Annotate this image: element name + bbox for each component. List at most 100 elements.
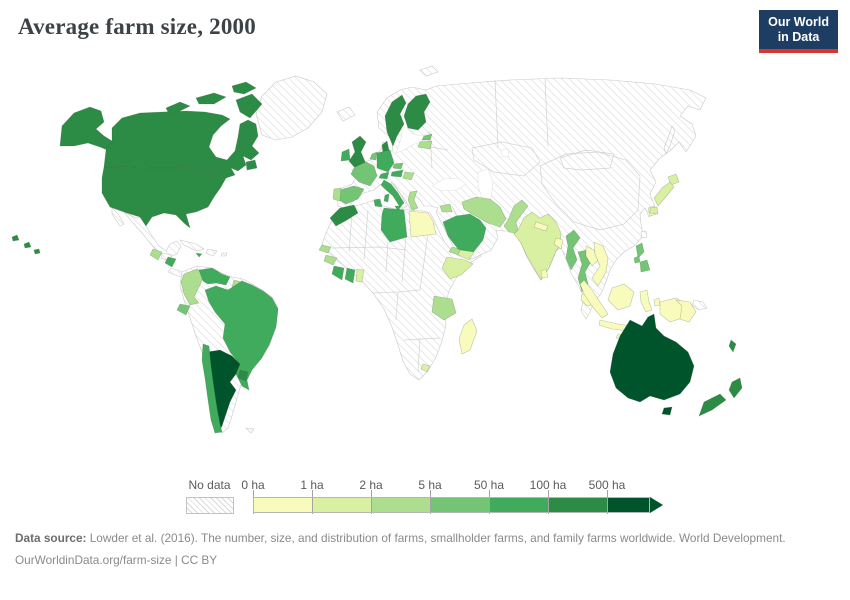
region-new-britain[interactable] — [691, 299, 708, 311]
country-usa[interactable] — [101, 166, 227, 229]
country-egypt[interactable] — [408, 210, 437, 238]
country-chile[interactable] — [201, 343, 223, 434]
legend-segment-100-500[interactable] — [548, 497, 607, 513]
country-sweden[interactable] — [384, 94, 407, 147]
country-syria[interactable] — [439, 203, 453, 213]
country-estonia[interactable] — [421, 133, 433, 141]
country-australia[interactable] — [609, 313, 695, 403]
country-hawaii-1[interactable] — [11, 234, 20, 242]
country-newfoundland[interactable] — [245, 159, 258, 171]
region-mexico[interactable] — [123, 211, 182, 259]
country-sumatra[interactable] — [579, 279, 609, 319]
country-bangladesh[interactable] — [553, 237, 564, 250]
country-libya[interactable] — [380, 207, 408, 243]
country-morocco[interactable] — [329, 204, 359, 227]
legend-no-data-swatch[interactable] — [186, 497, 234, 514]
owid-logo[interactable]: Our World in Data — [759, 10, 838, 53]
country-new-caledonia[interactable] — [728, 339, 737, 353]
country-pakistan[interactable] — [503, 199, 529, 235]
country-netherlands[interactable] — [369, 151, 378, 161]
country-cote-divoire[interactable] — [331, 265, 345, 281]
country-baltic-states[interactable] — [417, 140, 433, 150]
country-myanmar[interactable] — [565, 229, 581, 271]
country-lesotho[interactable] — [420, 363, 431, 373]
country-austria[interactable] — [390, 169, 404, 178]
country-czechia[interactable] — [392, 162, 404, 170]
country-sulawesi[interactable] — [639, 289, 653, 313]
region-puerto-rico[interactable] — [220, 252, 228, 257]
country-nz-south-island[interactable] — [698, 393, 727, 417]
country-india[interactable] — [513, 211, 562, 281]
country-laos[interactable] — [585, 245, 599, 267]
country-greece[interactable] — [407, 190, 419, 211]
country-brazil[interactable] — [204, 280, 279, 391]
country-hawaii-2[interactable] — [23, 241, 32, 249]
country-yemen[interactable] — [457, 249, 475, 261]
country-maluku[interactable] — [653, 297, 661, 307]
country-finland[interactable] — [403, 93, 431, 131]
country-jamaica[interactable] — [195, 252, 203, 258]
country-papua-new-guinea[interactable] — [675, 299, 697, 323]
country-switzerland[interactable] — [378, 171, 390, 180]
legend-segment-50-100[interactable] — [489, 497, 548, 513]
legend-segment-2-5[interactable] — [371, 497, 430, 513]
country-tasmania[interactable] — [661, 406, 673, 416]
country-togo-benin[interactable] — [355, 268, 365, 283]
country-ireland[interactable] — [340, 148, 351, 162]
country-ethiopia[interactable] — [441, 256, 474, 280]
country-ecuador[interactable] — [176, 303, 191, 316]
country-nepal[interactable] — [533, 221, 549, 232]
country-hawaii-3[interactable] — [33, 248, 41, 255]
region-hispaniola[interactable] — [205, 248, 218, 257]
country-alaska[interactable] — [59, 106, 113, 153]
country-sri-lanka[interactable] — [540, 268, 549, 279]
country-denmark[interactable] — [381, 140, 390, 154]
country-baffin-island[interactable] — [235, 93, 263, 119]
country-canada[interactable] — [103, 110, 260, 179]
country-tanzania[interactable] — [431, 295, 457, 321]
country-canada-arctic-1[interactable] — [165, 101, 191, 113]
country-japan-kyushu[interactable] — [649, 206, 659, 215]
legend-segment-1-2[interactable] — [312, 497, 371, 513]
country-sicily[interactable] — [394, 205, 402, 212]
citation-line[interactable]: OurWorldinData.org/farm-size | CC BY — [15, 552, 218, 567]
country-sardinia[interactable] — [383, 193, 390, 203]
country-venezuela[interactable] — [198, 267, 231, 286]
region-taiwan[interactable] — [640, 230, 648, 239]
region-baja-california[interactable] — [111, 207, 125, 227]
legend-segment-5-50[interactable] — [430, 497, 489, 513]
country-germany[interactable] — [376, 149, 395, 173]
country-madagascar[interactable] — [458, 318, 478, 355]
country-japan-honshu[interactable] — [653, 181, 675, 207]
country-uruguay[interactable] — [237, 369, 249, 382]
region-iceland[interactable] — [336, 106, 356, 122]
region-africa-nodata[interactable] — [321, 198, 482, 381]
region-svalbard[interactable] — [419, 65, 439, 77]
country-guinea[interactable] — [323, 254, 338, 266]
country-france[interactable] — [350, 161, 378, 187]
country-senegal[interactable] — [318, 244, 332, 254]
country-portugal[interactable] — [332, 187, 342, 202]
legend-segment-0-1[interactable] — [253, 497, 312, 513]
region-cuba[interactable] — [179, 239, 205, 252]
country-iran[interactable] — [461, 196, 507, 228]
country-borneo[interactable] — [607, 283, 635, 311]
legend-segment-500+[interactable] — [607, 497, 650, 513]
country-hungary[interactable] — [402, 171, 415, 181]
country-philippines-luzon[interactable] — [635, 242, 645, 259]
country-saudi-arabia[interactable] — [442, 213, 487, 255]
country-vietnam[interactable] — [591, 241, 609, 287]
region-sakhalin[interactable] — [663, 125, 676, 155]
country-philippines-mindanao[interactable] — [639, 259, 651, 273]
country-nz-north-island[interactable] — [728, 377, 743, 399]
region-falklands[interactable] — [245, 427, 255, 434]
country-nicaragua[interactable] — [164, 256, 177, 268]
country-canada-arctic-2[interactable] — [195, 92, 227, 105]
country-canada-arctic-3[interactable] — [231, 81, 257, 95]
country-ghana[interactable] — [344, 267, 356, 284]
region-greenland[interactable] — [255, 75, 328, 141]
country-tunisia[interactable] — [373, 198, 383, 208]
country-philippines-visayas[interactable] — [633, 255, 641, 264]
country-guatemala[interactable] — [149, 248, 163, 261]
